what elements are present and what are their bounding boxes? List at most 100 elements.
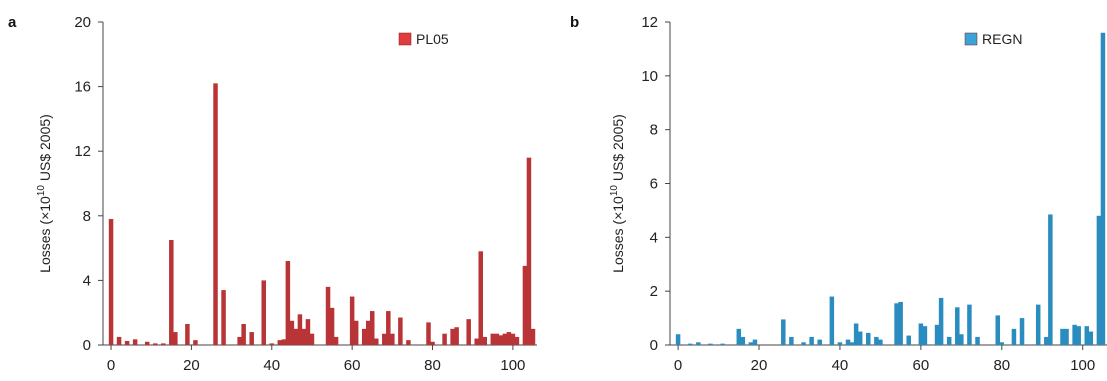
bar xyxy=(474,338,479,345)
bar xyxy=(809,336,814,345)
bar xyxy=(502,333,508,345)
bar xyxy=(967,304,972,345)
x-tick-label: 100 xyxy=(1070,357,1095,374)
bar xyxy=(510,333,516,345)
bar xyxy=(1084,326,1090,345)
y-axis-label: Losses (×1010 US$ 2005) xyxy=(609,114,626,273)
bar xyxy=(1035,304,1041,345)
x-tick-label: 60 xyxy=(913,357,930,374)
bar xyxy=(696,342,701,345)
bar xyxy=(736,328,742,345)
bar xyxy=(866,332,871,345)
y-axis-label: Losses (×1010 US$ 2005) xyxy=(36,114,53,273)
y-axis-label-part: US$ 2005) xyxy=(610,114,626,185)
bar xyxy=(454,327,459,345)
bar xyxy=(1048,214,1053,345)
bar xyxy=(426,322,431,345)
bar xyxy=(857,331,863,345)
bar xyxy=(853,323,859,345)
bar xyxy=(817,339,822,345)
bar xyxy=(124,340,130,345)
bar xyxy=(789,336,794,345)
bar xyxy=(898,301,903,345)
bar xyxy=(1011,328,1017,345)
bar xyxy=(522,265,528,345)
bar xyxy=(289,320,295,345)
bar xyxy=(277,340,283,345)
y-axis-label-sup: 10 xyxy=(609,185,620,197)
bar xyxy=(482,336,488,345)
bar xyxy=(374,338,379,345)
x-tick-label: 40 xyxy=(832,357,849,374)
bar xyxy=(946,336,952,345)
bar xyxy=(193,340,198,345)
bar xyxy=(353,320,359,345)
bar xyxy=(349,296,355,345)
panel-label: b xyxy=(570,14,579,31)
bar xyxy=(325,286,331,345)
bar xyxy=(720,343,725,345)
bar xyxy=(161,343,166,345)
bar xyxy=(249,332,254,345)
y-tick-label: 6 xyxy=(650,176,658,193)
bar xyxy=(293,328,299,345)
bar xyxy=(241,324,246,345)
bar xyxy=(213,83,218,346)
legend-swatch xyxy=(398,32,412,46)
x-tick-label: 20 xyxy=(183,357,200,374)
bar xyxy=(1060,328,1065,345)
bar xyxy=(281,339,287,345)
y-tick-label: 8 xyxy=(650,122,658,139)
bar xyxy=(1096,215,1102,345)
bar xyxy=(874,336,879,345)
bar xyxy=(382,333,387,345)
y-axis-label-sup: 10 xyxy=(36,185,47,197)
bar xyxy=(333,336,339,345)
bar xyxy=(173,332,178,345)
y-axis-label-part: Losses (×10 xyxy=(37,196,53,273)
bar xyxy=(285,261,291,345)
panel-label: a xyxy=(8,14,17,31)
bar xyxy=(478,251,483,345)
bar xyxy=(498,335,504,345)
bar xyxy=(185,324,190,345)
y-tick-label: 12 xyxy=(641,14,658,31)
bar xyxy=(526,157,532,345)
bar xyxy=(442,333,447,345)
y-tick-label: 10 xyxy=(641,68,658,85)
bar xyxy=(108,219,114,345)
bar xyxy=(955,307,960,345)
bar xyxy=(748,342,754,345)
bar xyxy=(309,333,315,345)
bar xyxy=(301,328,307,345)
bar xyxy=(995,315,1000,345)
bar xyxy=(390,333,395,345)
bar xyxy=(906,335,911,345)
bar xyxy=(1019,318,1025,345)
bar xyxy=(938,297,944,345)
bar xyxy=(365,320,371,345)
bar xyxy=(132,339,138,345)
bar xyxy=(922,326,928,345)
bar xyxy=(466,319,471,345)
bar xyxy=(361,328,367,345)
x-tick-label: 80 xyxy=(424,357,441,374)
bar xyxy=(740,336,746,345)
bar xyxy=(878,339,883,345)
bar xyxy=(829,296,835,345)
bar xyxy=(999,342,1005,345)
bar xyxy=(918,323,924,345)
bar xyxy=(801,342,806,345)
bar xyxy=(708,343,713,345)
bar xyxy=(430,341,435,345)
bar xyxy=(221,290,226,345)
bar xyxy=(506,332,512,345)
panel-a: a 0 4 8 12 16 20 0 20 40 60 80 100 Losses (×1010 US$ … xyxy=(8,14,537,374)
y-tick-label: 12 xyxy=(74,143,91,160)
legend-swatch xyxy=(964,32,978,46)
bar xyxy=(845,339,851,345)
bar xyxy=(1072,324,1077,345)
bar xyxy=(959,334,964,345)
bar xyxy=(514,336,520,345)
